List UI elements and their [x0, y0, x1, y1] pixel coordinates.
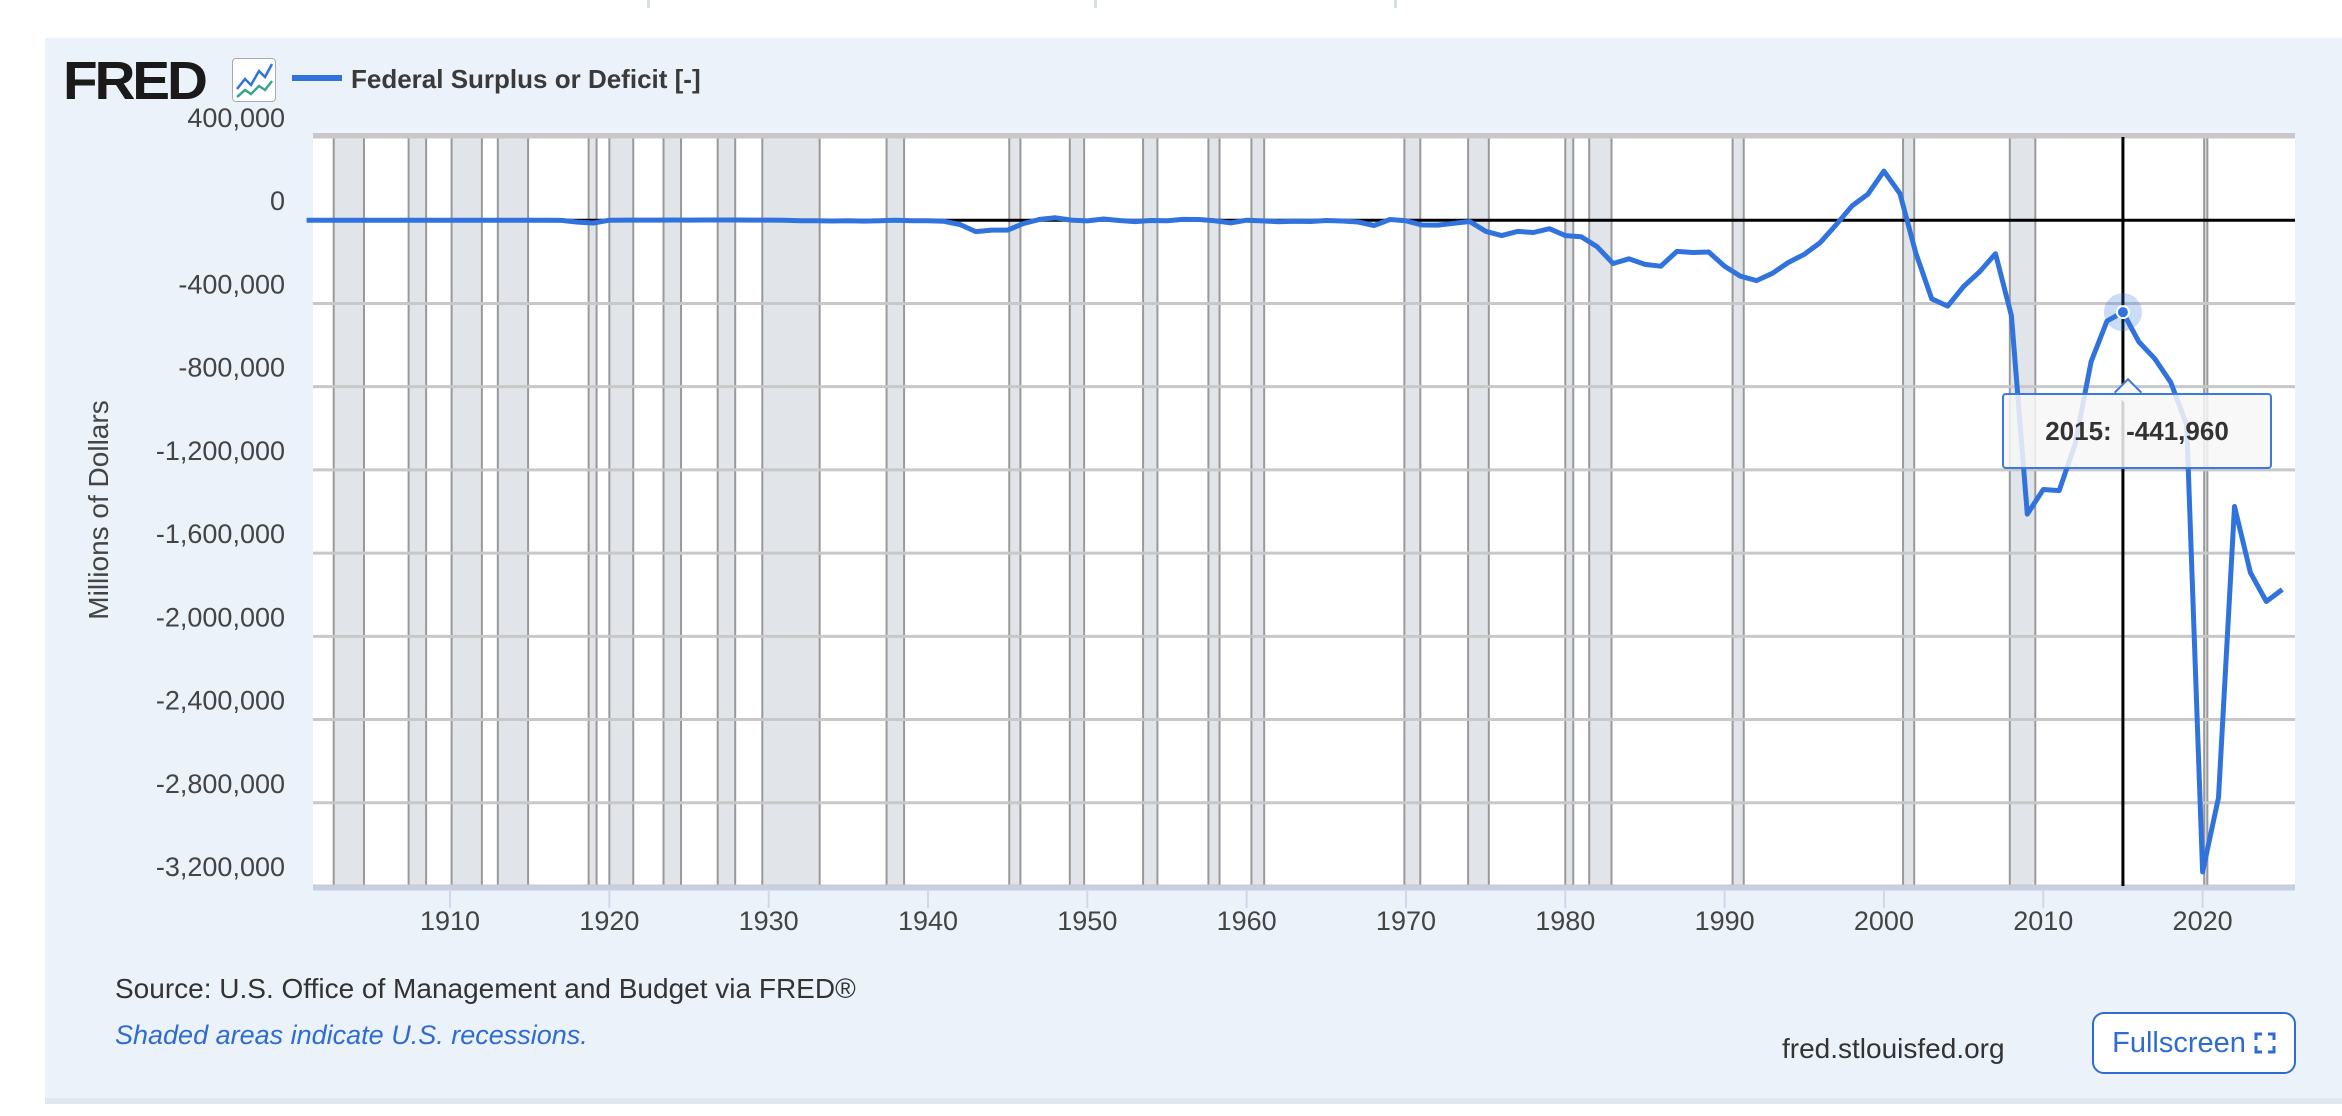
recession-band — [663, 137, 682, 886]
y-tick-label: -2,000,000 — [156, 602, 285, 632]
expand-icon — [2254, 1032, 2276, 1054]
y-tick-label: -1,200,000 — [156, 436, 285, 466]
recession-band — [588, 137, 597, 886]
fullscreen-button[interactable]: Fullscreen — [2092, 1012, 2296, 1074]
recession-band — [408, 137, 427, 886]
y-axis-title: Millions of Dollars — [83, 400, 114, 620]
legend-swatch — [292, 75, 342, 81]
top-separator — [1094, 0, 1097, 8]
x-tick-label: 1990 — [1695, 906, 1755, 936]
recession-band — [1589, 137, 1612, 886]
recession-band — [1468, 137, 1489, 886]
recession-band — [2204, 137, 2208, 886]
y-tick-label: -2,800,000 — [156, 769, 285, 799]
recession-band — [886, 137, 905, 886]
y-tick-label: -3,200,000 — [156, 852, 285, 882]
recession-band — [1009, 137, 1021, 886]
recession-band — [1069, 137, 1085, 886]
recession-band — [1732, 137, 1744, 886]
fullscreen-label: Fullscreen — [2112, 1026, 2246, 1059]
recession-band — [333, 137, 364, 886]
plot-area — [313, 137, 2295, 886]
recession-band — [1143, 137, 1158, 886]
x-tick-label: 1970 — [1376, 906, 1436, 936]
site-link[interactable]: fred.stlouisfed.org — [1782, 1033, 2005, 1064]
x-tick-label: 1980 — [1535, 906, 1595, 936]
series-line — [306, 168, 2284, 875]
x-tick-label: 1940 — [898, 906, 958, 936]
x-tick-label: 1920 — [579, 906, 639, 936]
x-tick-label: 1950 — [1057, 906, 1117, 936]
top-separator — [1394, 0, 1397, 8]
recession-band — [1903, 137, 1915, 886]
source-text: Source: U.S. Office of Management and Bu… — [115, 973, 856, 1004]
x-tick-label: 1910 — [420, 906, 480, 936]
y-tick-label: -400,000 — [178, 269, 285, 299]
top-separator — [647, 0, 650, 8]
highlight-point — [2115, 305, 2130, 320]
recession-band — [1208, 137, 1220, 886]
legend-series-label[interactable]: Federal Surplus or Deficit [-] — [351, 64, 701, 94]
x-tick-label: 2020 — [2173, 906, 2233, 936]
tooltip: 2015: -441,960 — [2002, 393, 2272, 469]
y-tick-label: -800,000 — [178, 353, 285, 383]
recession-band — [497, 137, 529, 886]
x-tick-label: 1960 — [1217, 906, 1277, 936]
chart-line-icon[interactable] — [232, 58, 276, 102]
recession-band — [717, 137, 736, 886]
y-tick-label: -1,600,000 — [156, 519, 285, 549]
recession-band — [1565, 137, 1574, 886]
recession-note: Shaded areas indicate U.S. recessions. — [115, 1020, 588, 1050]
recession-band — [451, 137, 482, 886]
y-tick-label: -2,400,000 — [156, 686, 285, 716]
y-tick-label: 0 — [270, 186, 285, 216]
x-tick-label: 2010 — [2013, 906, 2073, 936]
x-tick-label: 1930 — [739, 906, 799, 936]
recession-band — [1404, 137, 1421, 886]
fred-logo[interactable]: FRED — [63, 51, 208, 111]
recession-band — [762, 137, 820, 886]
x-tick-label: 2000 — [1854, 906, 1914, 936]
recession-band — [609, 137, 634, 886]
y-tick-label: 400,000 — [187, 103, 285, 133]
recession-band — [1251, 137, 1265, 886]
